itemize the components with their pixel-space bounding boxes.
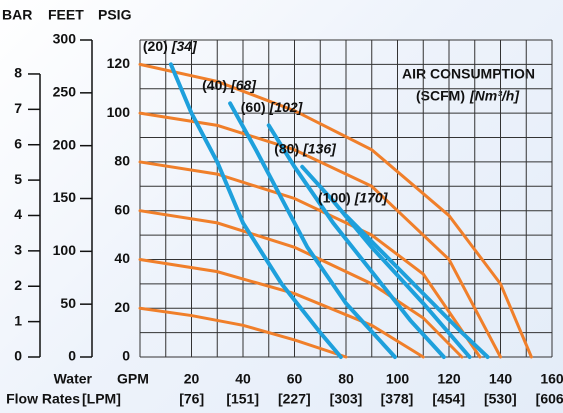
y2-tick-label: 200 bbox=[53, 136, 77, 152]
x-tick-label: 120 bbox=[437, 371, 461, 387]
x-tick-label: 140 bbox=[489, 371, 513, 387]
y2-tick-label: 300 bbox=[53, 31, 77, 47]
y-tick-label: 100 bbox=[107, 104, 131, 120]
curve-label: (60) bbox=[241, 99, 266, 115]
curve-label-metric: [68] bbox=[230, 77, 257, 93]
y-tick-label: 60 bbox=[114, 201, 130, 217]
x2-tick-label: [151] bbox=[226, 391, 259, 407]
curve-label: (80) bbox=[274, 141, 299, 157]
y-axis-title: PSIG bbox=[98, 7, 132, 23]
y3-tick-label: 8 bbox=[14, 65, 22, 81]
curve-label: (100) bbox=[318, 189, 351, 205]
y2-tick-label: 0 bbox=[68, 348, 76, 364]
y2-axis-title: FEET bbox=[48, 7, 84, 23]
curve-label-metric: [136] bbox=[302, 141, 337, 157]
x-tick-label: 80 bbox=[338, 371, 354, 387]
y-tick-label: 0 bbox=[122, 348, 130, 364]
curve-label-metric: [34] bbox=[171, 38, 198, 54]
x2-tick-label: [76] bbox=[179, 391, 204, 407]
x2-axis-prefix: Flow Rates bbox=[6, 391, 80, 407]
x-tick-label: 60 bbox=[287, 371, 303, 387]
y2-tick-label: 150 bbox=[53, 189, 77, 205]
curve bbox=[138, 62, 533, 359]
chart-subtitle: (SCFM) bbox=[416, 88, 465, 104]
x-tick-label: 160 bbox=[540, 371, 563, 387]
curve bbox=[168, 62, 343, 359]
chart-subtitle-metric: [Nm³/h] bbox=[469, 88, 520, 104]
curve bbox=[138, 160, 482, 359]
y-tick-label: 120 bbox=[107, 55, 131, 71]
curve bbox=[344, 213, 490, 359]
curve bbox=[138, 306, 348, 359]
y3-tick-label: 4 bbox=[14, 206, 22, 222]
x-axis-title: GPM bbox=[117, 371, 149, 387]
curve-label: (40) bbox=[202, 77, 227, 93]
x2-tick-label: [454] bbox=[432, 391, 465, 407]
curve-label-metric: [170] bbox=[354, 189, 389, 205]
y3-tick-label: 0 bbox=[14, 348, 22, 364]
y-tick-label: 40 bbox=[114, 250, 130, 266]
x2-tick-label: [378] bbox=[381, 391, 414, 407]
curve bbox=[228, 101, 397, 359]
y3-tick-label: 5 bbox=[14, 171, 22, 187]
x2-tick-label: [530] bbox=[484, 391, 517, 407]
x2-axis-title: [LPM] bbox=[82, 391, 121, 407]
curve bbox=[266, 123, 446, 359]
y3-tick-label: 1 bbox=[14, 312, 22, 328]
y2-tick-label: 50 bbox=[60, 295, 76, 311]
curve bbox=[138, 209, 464, 359]
x-axis-prefix: Water bbox=[54, 371, 93, 387]
x-tick-label: 100 bbox=[386, 371, 410, 387]
x-tick-label: 40 bbox=[235, 371, 251, 387]
x2-tick-label: [606] bbox=[536, 391, 563, 407]
curve bbox=[138, 111, 502, 359]
curve-label: (20) bbox=[143, 38, 168, 54]
y2-tick-label: 100 bbox=[53, 242, 77, 258]
curve bbox=[138, 257, 425, 359]
y3-tick-label: 2 bbox=[14, 277, 22, 293]
y3-tick-label: 7 bbox=[14, 100, 22, 116]
y3-tick-label: 6 bbox=[14, 135, 22, 151]
y-tick-label: 20 bbox=[114, 299, 130, 315]
y-tick-label: 80 bbox=[114, 153, 130, 169]
x2-tick-label: [303] bbox=[330, 391, 363, 407]
chart-title: AIR CONSUMPTION bbox=[402, 66, 535, 82]
curve bbox=[300, 164, 472, 359]
y3-axis-title: BAR bbox=[2, 7, 32, 23]
y2-tick-label: 250 bbox=[53, 84, 77, 100]
y3-tick-label: 3 bbox=[14, 242, 22, 258]
x-tick-label: 20 bbox=[184, 371, 200, 387]
x2-tick-label: [227] bbox=[278, 391, 311, 407]
curve-label-metric: [102] bbox=[269, 99, 304, 115]
